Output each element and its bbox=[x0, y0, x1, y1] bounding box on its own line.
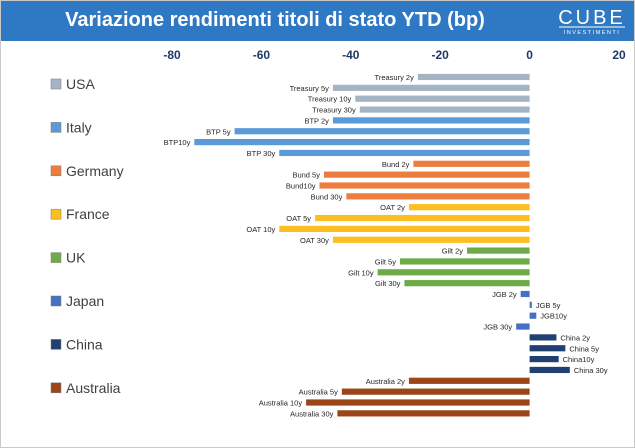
bar-label: JGB 5y bbox=[536, 301, 561, 310]
bar-label: China 30y bbox=[574, 366, 608, 375]
legend-swatch bbox=[50, 78, 62, 90]
x-tick-label: 0 bbox=[526, 48, 533, 62]
title-banner: Variazione rendimenti titoli di stato YT… bbox=[1, 1, 634, 41]
logo-text: CUBE bbox=[558, 7, 626, 29]
bar bbox=[346, 193, 530, 200]
legend-swatch bbox=[50, 165, 62, 177]
x-tick-label: 20 bbox=[612, 48, 626, 62]
x-tick-label: -80 bbox=[163, 48, 181, 62]
bar bbox=[332, 117, 530, 124]
bar-label: China10y bbox=[563, 355, 595, 364]
bar bbox=[516, 323, 530, 330]
bar-label: China 2y bbox=[560, 333, 590, 342]
bar bbox=[359, 106, 530, 113]
bar-label: OAT 10y bbox=[246, 225, 275, 234]
bar-label: BTP 2y bbox=[304, 116, 329, 125]
bar-label: Australia 5y bbox=[299, 388, 338, 397]
bar-label: BTP 30y bbox=[247, 149, 276, 158]
bar bbox=[404, 280, 530, 287]
legend-label: UK bbox=[66, 250, 86, 266]
bar-label: Gilt 2y bbox=[442, 247, 464, 256]
bar-label: Gilt 5y bbox=[375, 257, 397, 266]
bar-label: Bund10y bbox=[286, 182, 316, 191]
bar bbox=[377, 269, 530, 276]
legend-label: France bbox=[66, 206, 110, 222]
bar bbox=[520, 290, 530, 298]
bar-label: Australia 30y bbox=[290, 409, 334, 418]
bar-label: JGB10y bbox=[540, 312, 567, 321]
legend-label: China bbox=[66, 336, 103, 352]
bar-label: Treasury 30y bbox=[312, 106, 356, 115]
bar-label: Treasury 5y bbox=[290, 84, 330, 93]
bar bbox=[417, 73, 530, 81]
bar-label: Treasury 2y bbox=[375, 73, 415, 82]
bar bbox=[355, 95, 530, 102]
bar-label: Gilt 10y bbox=[348, 268, 374, 277]
logo-subtext: INVESTIMENTI bbox=[564, 30, 621, 36]
legend-swatch bbox=[50, 295, 62, 307]
bar bbox=[337, 410, 530, 417]
bar bbox=[413, 160, 530, 167]
bar bbox=[529, 301, 532, 308]
cube-logo: CUBE INVESTIMENTI bbox=[558, 7, 626, 36]
bar-label: Gilt 30y bbox=[375, 279, 401, 288]
legend-label: Australia bbox=[66, 380, 121, 396]
bar bbox=[408, 377, 530, 384]
legend-label: Italy bbox=[66, 119, 92, 135]
legend-label: USA bbox=[66, 76, 95, 92]
bar-label: OAT 2y bbox=[380, 203, 405, 212]
bar-label: BTP 5y bbox=[206, 127, 231, 136]
bar bbox=[279, 149, 530, 157]
legend-swatch bbox=[50, 208, 62, 220]
legend-swatch bbox=[50, 339, 62, 350]
bar-label: OAT 30y bbox=[300, 236, 329, 245]
bar bbox=[399, 258, 530, 265]
bar bbox=[306, 399, 530, 406]
bar-label: BTP10y bbox=[164, 138, 191, 147]
bar bbox=[408, 204, 530, 211]
chart-title: Variazione rendimenti titoli di stato YT… bbox=[65, 9, 485, 31]
bar bbox=[529, 366, 570, 374]
bar bbox=[194, 139, 530, 146]
bar bbox=[279, 225, 530, 232]
bar-label: Bund 30y bbox=[311, 192, 343, 201]
bar-label: Australia 2y bbox=[366, 377, 405, 386]
bar-label: China 5y bbox=[569, 344, 599, 353]
bar bbox=[529, 312, 537, 319]
bar bbox=[332, 84, 530, 91]
bar-label: Bund 2y bbox=[382, 160, 410, 169]
bar bbox=[341, 388, 530, 395]
legend-swatch bbox=[50, 122, 62, 133]
legend-swatch bbox=[50, 252, 62, 263]
x-tick-label: -60 bbox=[253, 48, 271, 62]
bar-label: Australia 10y bbox=[259, 399, 303, 408]
bar-label: Bund 5y bbox=[292, 171, 320, 180]
bar bbox=[332, 236, 530, 243]
bar bbox=[529, 334, 557, 341]
bar-label: Treasury 10y bbox=[308, 95, 352, 104]
bar bbox=[467, 247, 530, 254]
bar bbox=[323, 171, 530, 178]
x-tick-label: -40 bbox=[342, 48, 360, 62]
bar bbox=[315, 214, 530, 222]
legend-label: Germany bbox=[66, 163, 124, 179]
bar bbox=[529, 345, 566, 352]
bar bbox=[319, 182, 530, 189]
bar bbox=[234, 128, 530, 135]
legend-swatch bbox=[50, 382, 62, 394]
bar-label: OAT 5y bbox=[286, 214, 311, 223]
x-tick-label: -20 bbox=[432, 48, 450, 62]
bar-label: JGB 2y bbox=[492, 290, 517, 299]
bar bbox=[529, 356, 559, 363]
legend-label: Japan bbox=[66, 293, 104, 309]
bar-label: JGB 30y bbox=[483, 323, 512, 332]
